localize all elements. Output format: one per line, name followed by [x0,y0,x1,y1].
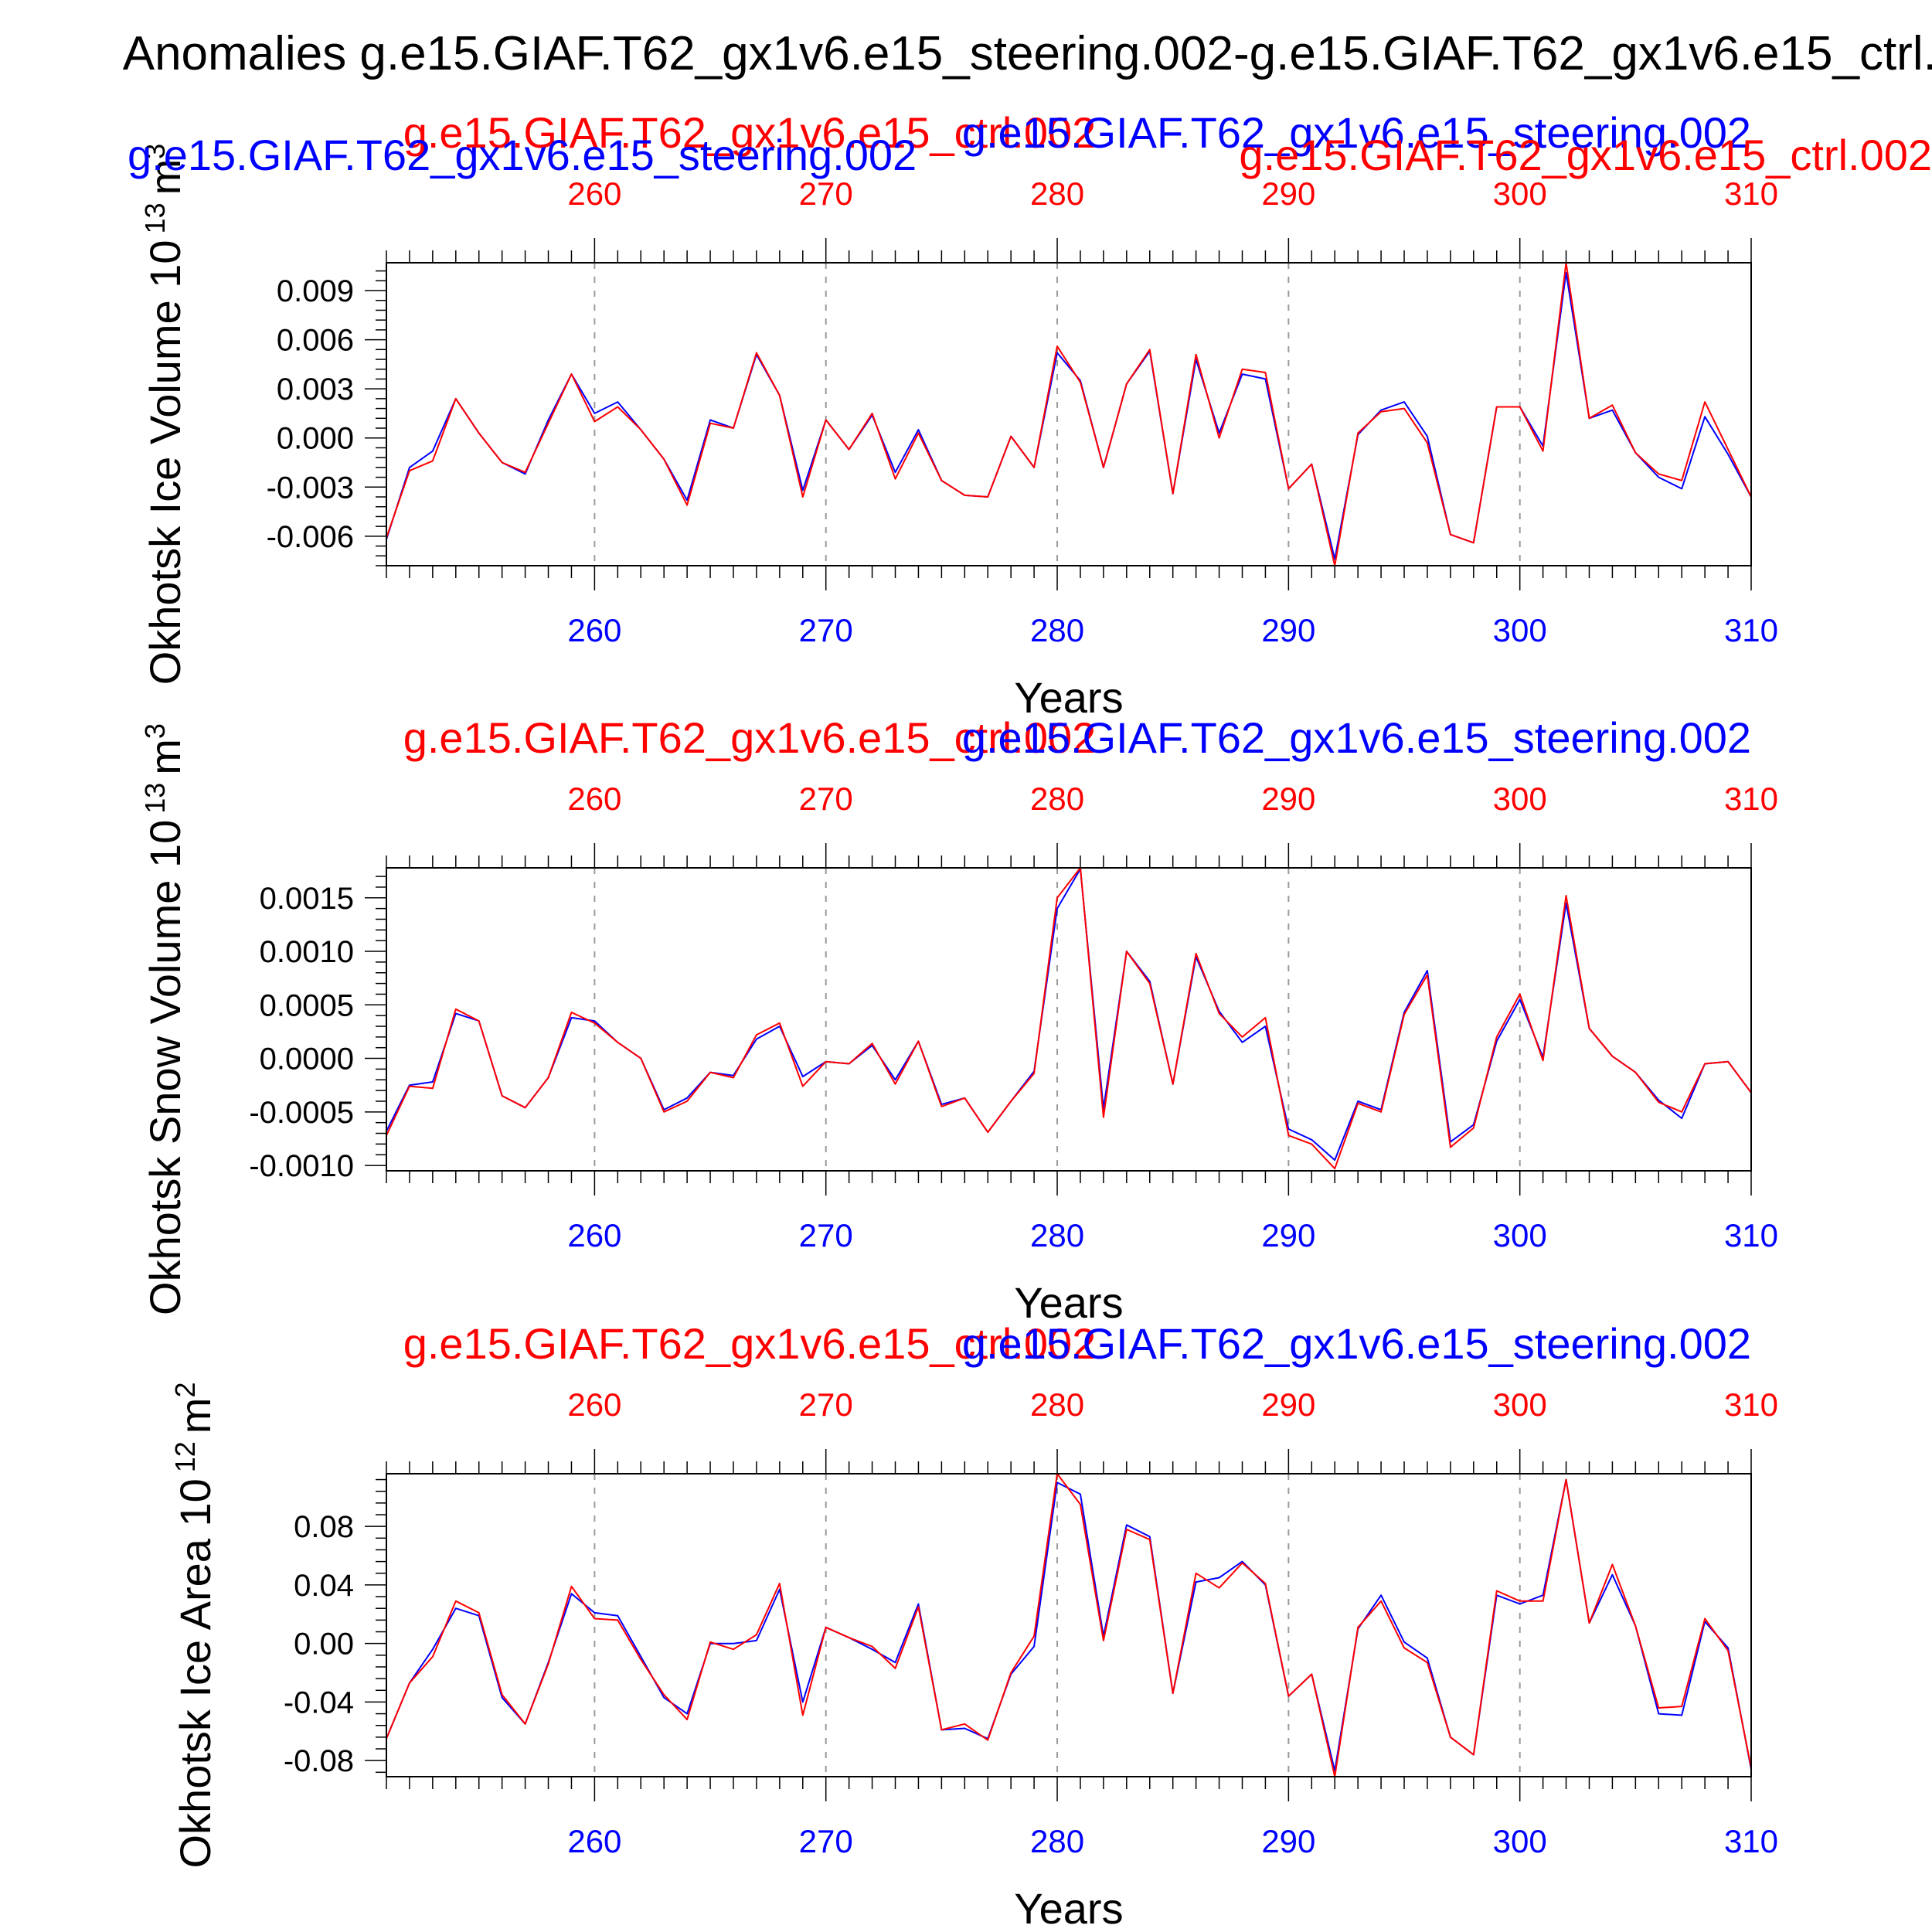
y-axis-label-exponent: 13 [139,783,171,814]
x-tick-label-top: 270 [799,781,853,817]
top-right-label: g.e15.GIAF.T62_gx1v6.e15_steering.002 [962,1319,1751,1368]
y-tick-label: -0.003 [267,471,354,505]
y-axis-label-unit: m [141,739,189,775]
top-right-label: g.e15.GIAF.T62_gx1v6.e15_steering.002 [962,713,1751,762]
y-tick-label: 0.009 [277,274,354,308]
y-axis-label: Okhotsk Ice Volume 10 13 m3 [139,144,190,685]
y-axis-label-exponent: 13 [139,202,171,233]
top-center-label: g.e15.GIAF.T62_gx1v6.e15_ctrl.002 [403,1319,1097,1368]
x-tick-label-bottom: 280 [1030,612,1084,648]
x-tick-label-top: 300 [1493,1386,1547,1423]
series-line-ctrl [386,263,1751,566]
x-tick-label-top: 260 [567,175,621,212]
panel-1: -0.006 -0.003 0.000 0.003 0.006 0.009 260 260 27… [128,108,1932,722]
y-tick-label: 0.0010 [260,935,354,969]
y-axis-label-unit-exponent: 2 [169,1382,201,1397]
x-tick-label-bottom: 260 [567,612,621,648]
x-axis-label: Years [1014,673,1123,722]
y-axis-label-text: Okhotsk Ice Area 10 [171,1478,219,1868]
x-tick-label-bottom: 270 [799,1217,853,1253]
y-axis-label: Okhotsk Ice Area 10 12 m2 [169,1382,220,1868]
x-tick-label-bottom: 290 [1261,612,1315,648]
x-tick-label-top: 280 [1030,1386,1084,1423]
x-tick-label-bottom: 300 [1493,1823,1547,1859]
y-tick-label: 0.0000 [260,1043,354,1077]
x-tick-label-bottom: 300 [1493,1217,1547,1253]
x-tick-label-top: 290 [1261,781,1315,817]
top-center-label: g.e15.GIAF.T62_gx1v6.e15_ctrl.002 [403,108,1097,157]
y-axis-label-exponent: 12 [169,1441,201,1472]
y-tick-label: 0.000 [277,422,354,456]
y-tick-label: 0.0005 [260,988,354,1022]
panels: -0.006-0.0030.0000.0030.0060.00926026027… [128,108,1932,1932]
x-tick-label-top: 270 [799,1386,853,1423]
x-tick-label-bottom: 270 [799,1823,853,1859]
x-tick-label-top: 310 [1724,175,1778,212]
y-tick-label: -0.006 [267,520,354,554]
y-tick-label: 0.00 [294,1628,354,1662]
series-group [386,868,1751,1170]
x-tick-label-bottom: 310 [1724,612,1778,648]
x-tick-label-top: 310 [1724,781,1778,817]
series-group [386,263,1751,566]
y-tick-label: -0.0010 [249,1149,354,1183]
x-tick-label-top: 310 [1724,1386,1778,1423]
x-tick-label-top: 290 [1261,1386,1315,1423]
top-right-label: g.e15.GIAF.T62_gx1v6.e15_steering.002 [962,108,1751,157]
x-tick-label-bottom: 290 [1261,1217,1315,1253]
x-tick-label-bottom: 270 [799,612,853,648]
x-tick-label-top: 280 [1030,781,1084,817]
x-tick-label-bottom: 300 [1493,612,1547,648]
figure-title: Anomalies g.e15.GIAF.T62_gx1v6.e15_steer… [123,27,1932,80]
x-tick-label-bottom: 310 [1724,1823,1778,1859]
y-tick-label: 0.006 [277,324,354,358]
y-tick-label: 0.08 [294,1510,354,1544]
x-tick-label-bottom: 290 [1261,1823,1315,1859]
series-group [386,1474,1751,1777]
y-tick-label: -0.04 [284,1685,354,1719]
x-tick-label-top: 260 [567,781,621,817]
y-axis-label-unit: m [141,159,189,196]
x-tick-label-top: 260 [567,1386,621,1423]
y-tick-label: -0.08 [284,1744,354,1778]
x-tick-label-top: 270 [799,175,853,212]
series-line-ctrl [386,1474,1751,1777]
x-tick-label-bottom: 280 [1030,1217,1084,1253]
plot-frame [386,262,1752,566]
y-axis-label-unit: m [171,1398,219,1434]
panel-2: -0.0010 -0.0005 0.0000 0.0005 0.0010 0.0015 26… [139,713,1779,1327]
x-tick-label-top: 300 [1493,781,1547,817]
top-right-label-2: g.e15.GIAF.T62_gx1v6.e15_ctrl.002 [1239,131,1932,179]
x-tick-label-bottom: 310 [1724,1217,1778,1253]
x-axis-label: Years [1014,1278,1123,1327]
y-tick-label: -0.0005 [249,1096,354,1130]
y-axis-label-unit-exponent: 3 [139,723,171,739]
x-tick-label-top: 280 [1030,175,1084,212]
y-tick-label: 0.0015 [260,882,354,916]
y-tick-label: 0.003 [277,372,354,406]
x-tick-label-top: 300 [1493,175,1547,212]
series-line-ctrl [386,868,1751,1170]
y-axis-label-unit-exponent: 3 [139,144,171,159]
y-axis-label: Okhotsk Snow Volume 10 13 m3 [139,723,190,1315]
top-center-label: g.e15.GIAF.T62_gx1v6.e15_ctrl.002 [403,713,1097,762]
y-axis-label-text: Okhotsk Ice Volume 10 [141,240,189,685]
x-tick-label-bottom: 260 [567,1823,621,1859]
panel-3: -0.08 -0.04 0.00 0.04 0.08 260 260 270 270 280 280… [169,1319,1779,1932]
x-tick-label-bottom: 280 [1030,1823,1084,1859]
x-tick-label-bottom: 260 [567,1217,621,1253]
y-tick-label: 0.04 [294,1569,354,1603]
plot-frame [386,867,1752,1172]
top-left-label: g.e15.GIAF.T62_gx1v6.e15_steering.002 [128,131,917,179]
plot-frame [386,1473,1752,1777]
y-axis-label-text: Okhotsk Snow Volume 10 [141,820,189,1315]
x-tick-label-top: 290 [1261,175,1315,212]
x-axis-label: Years [1014,1884,1123,1932]
